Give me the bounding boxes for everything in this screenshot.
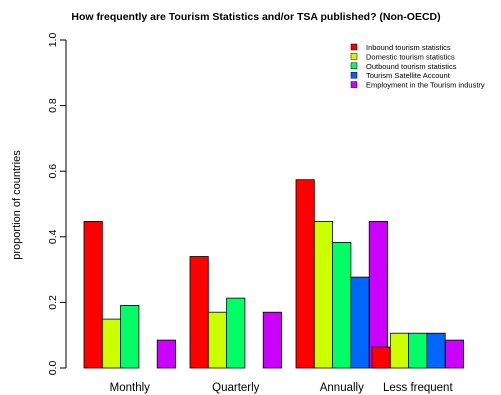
category-label: Monthly (110, 382, 151, 394)
y-axis: 0.0 0.2 0.4 0.6 0.8 1.0 (47, 33, 67, 376)
bar (313, 220, 333, 369)
category-label: Annually (320, 382, 364, 394)
y-tick-label: 0.8 (47, 98, 59, 113)
legend-label: Tourism Satellite Account (366, 71, 451, 80)
bar (332, 241, 352, 369)
legend-swatch (350, 81, 358, 88)
bar (371, 346, 391, 369)
bar (350, 276, 370, 369)
bar (295, 179, 315, 369)
bar (207, 311, 228, 369)
bar (83, 220, 103, 369)
legend-label: Outbound tourism statistics (366, 62, 457, 71)
legend-label: Inbound tourism statistics (366, 43, 451, 52)
bars-group (83, 179, 464, 369)
y-tick-label: 0.0 (47, 361, 59, 376)
legend-swatch (350, 62, 358, 70)
legend-swatch (350, 53, 358, 60)
y-tick-label: 0.4 (47, 229, 59, 244)
y-tick-label: 1.0 (47, 33, 59, 48)
legend-label: Employment in the Tourism industry (366, 81, 485, 90)
bar (408, 332, 428, 369)
bar (120, 304, 140, 369)
bar (426, 332, 446, 369)
category-label: Less frequent (383, 382, 453, 394)
bar (189, 256, 209, 369)
bar (389, 332, 409, 369)
legend-label: Domestic tourism statistics (366, 52, 455, 61)
y-tick-label: 0.2 (47, 295, 59, 310)
y-axis-label: proportion of countries (11, 150, 23, 260)
category-labels: Monthly Quarterly Annually Less frequent (110, 382, 454, 394)
bar (156, 339, 176, 369)
bar (101, 318, 122, 369)
bar (262, 311, 282, 369)
legend-swatch (350, 71, 358, 79)
legend-swatch (350, 43, 358, 51)
chart-title: How frequently are Tourism Statistics an… (71, 11, 440, 23)
category-label: Quarterly (212, 382, 260, 394)
bar (368, 220, 388, 369)
y-tick-label: 0.6 (47, 164, 59, 179)
bar (226, 297, 246, 369)
bar (444, 339, 464, 369)
